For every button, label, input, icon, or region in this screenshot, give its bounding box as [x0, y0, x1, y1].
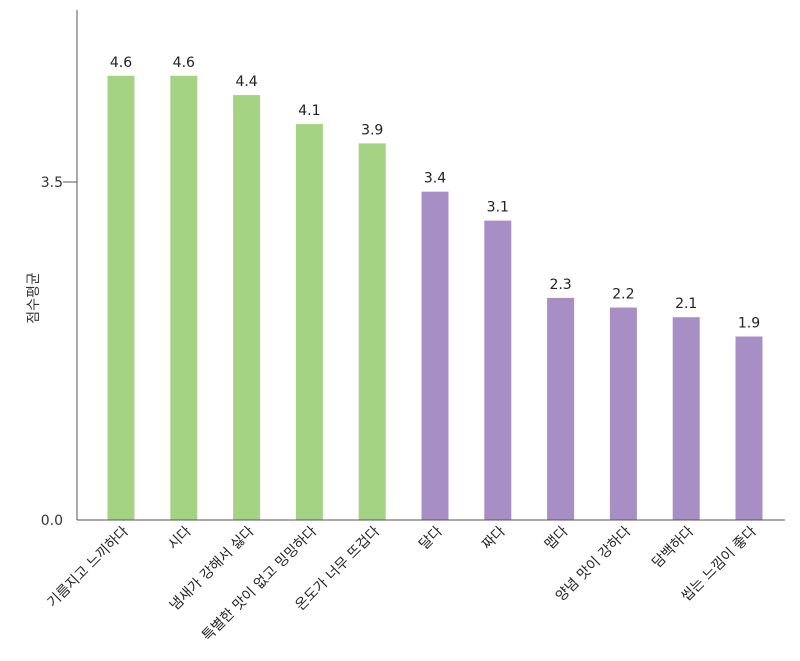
bar	[547, 297, 575, 520]
y-axis-title: 점수평균	[26, 272, 42, 324]
y-tick-label: 3.5	[41, 175, 63, 191]
x-category-label: 맵다	[542, 523, 572, 553]
bar	[672, 317, 700, 520]
bar	[735, 336, 763, 520]
bar-value-label: 3.1	[487, 200, 509, 216]
bar	[107, 75, 135, 521]
x-category-label: 특별한 맛이 없고 밍밍하다	[199, 523, 320, 644]
x-category-label: 기름지고 느끼하다	[45, 523, 132, 610]
bar-value-label: 1.9	[738, 316, 760, 332]
x-category-label: 담백하다	[649, 523, 697, 571]
bar-value-label: 4.1	[298, 103, 320, 119]
bar	[295, 124, 323, 521]
bar	[484, 220, 512, 520]
bar	[170, 75, 198, 521]
x-category-label: 달다	[416, 523, 446, 553]
bar-value-label: 2.3	[549, 277, 571, 293]
bar-value-label: 3.4	[424, 171, 446, 187]
bar	[421, 191, 449, 520]
bar-value-label: 2.1	[675, 296, 697, 312]
x-category-label: 시다	[165, 523, 195, 553]
bar-value-label: 4.6	[173, 55, 195, 71]
y-tick-label: 0.0	[41, 513, 63, 529]
bar-value-label: 4.6	[110, 55, 132, 71]
x-category-label: 짜다	[479, 523, 509, 553]
bar-value-label: 3.9	[361, 122, 383, 138]
bar-value-label: 4.4	[235, 74, 257, 90]
bars: 4.6 4.6 4.4 4.1 3.9 3.4 3.1 2.3 2.2 2.1 1.9	[107, 55, 763, 521]
bar	[358, 143, 386, 520]
bar-value-label: 2.2	[612, 287, 634, 303]
bar	[609, 307, 637, 520]
y-axis: 0.0 3.5	[41, 10, 78, 529]
bar	[233, 95, 261, 520]
